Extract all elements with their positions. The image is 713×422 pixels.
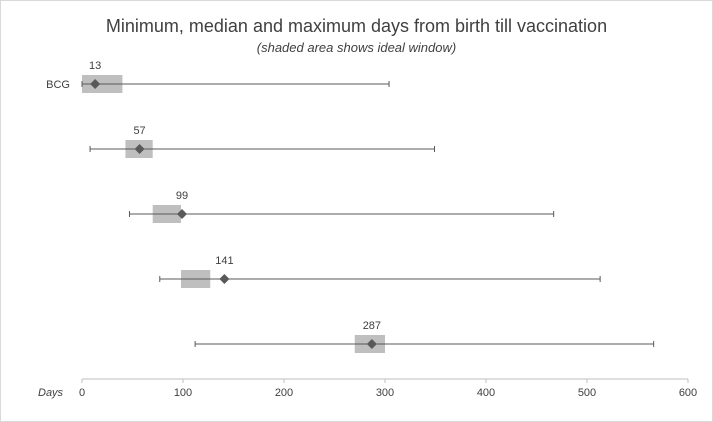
median-label: 13 bbox=[89, 60, 101, 72]
x-tick-label: 300 bbox=[376, 387, 394, 399]
x-tick-label: 200 bbox=[275, 387, 293, 399]
row-label: BCG bbox=[46, 79, 70, 91]
x-tick-label: 500 bbox=[578, 387, 596, 399]
x-tick-label: 400 bbox=[477, 387, 495, 399]
median-marker bbox=[176, 209, 187, 219]
x-axis-title: Days bbox=[38, 387, 64, 399]
median-label: 99 bbox=[176, 190, 188, 202]
median-marker bbox=[366, 339, 377, 349]
chart-subtitle: (shaded area shows ideal window) bbox=[256, 40, 457, 55]
median-marker bbox=[90, 79, 101, 89]
median-label: 141 bbox=[215, 255, 233, 267]
median-marker bbox=[134, 144, 145, 154]
chart-title: Minimum, median and maximum days from bi… bbox=[105, 16, 608, 36]
median-marker bbox=[219, 274, 230, 284]
x-tick-label: 0 bbox=[79, 387, 85, 399]
median-label: 287 bbox=[363, 320, 381, 332]
median-label: 57 bbox=[133, 125, 145, 137]
x-tick-label: 100 bbox=[174, 387, 192, 399]
x-tick-label: 600 bbox=[679, 387, 697, 399]
